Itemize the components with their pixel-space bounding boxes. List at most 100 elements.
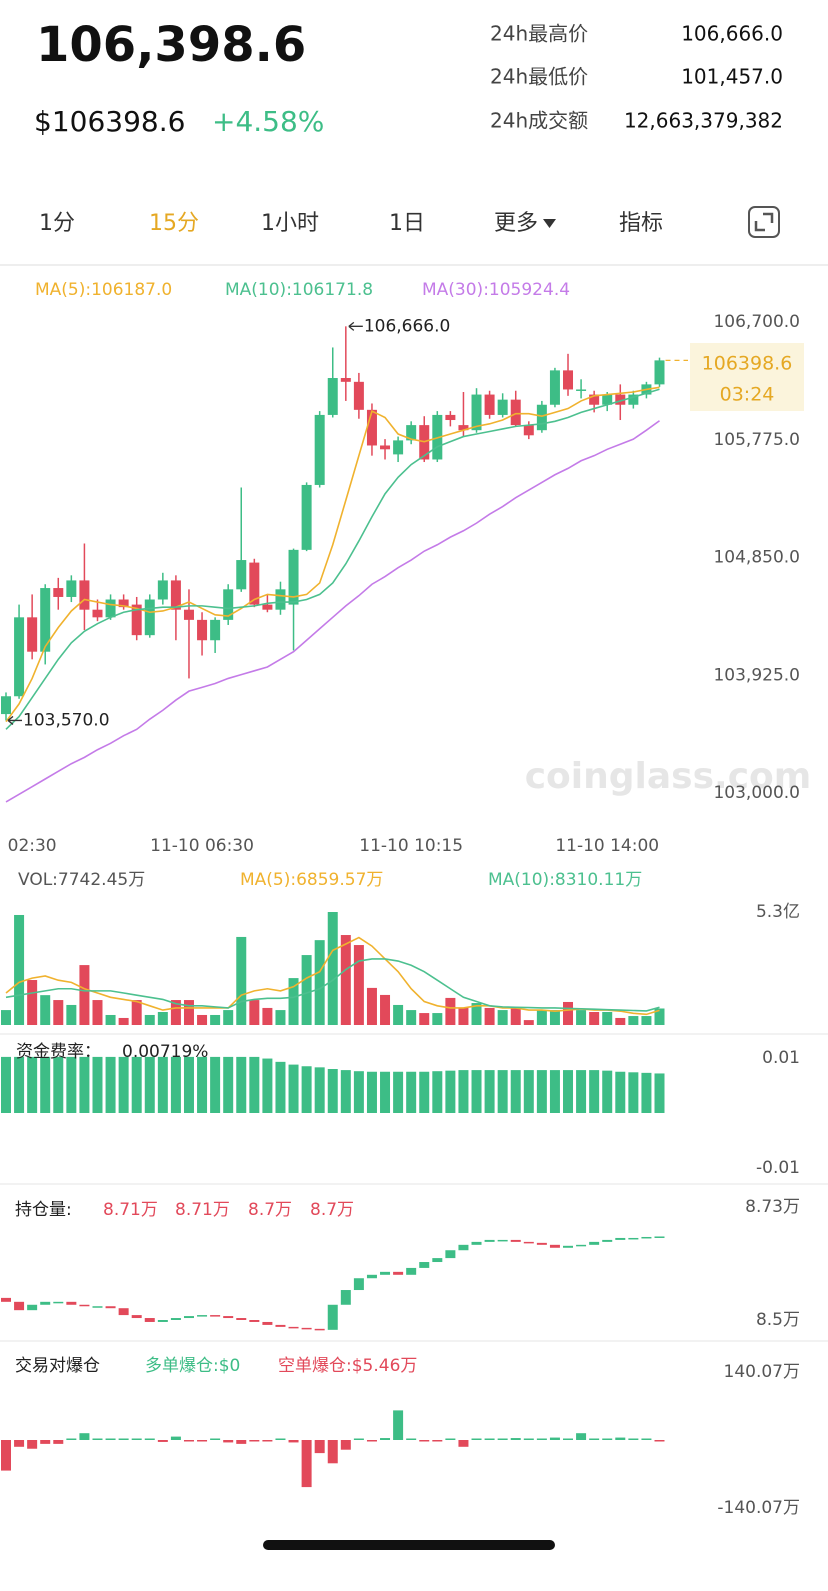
- bar: [615, 1017, 626, 1025]
- bar: [393, 1410, 404, 1440]
- bar: [157, 1056, 168, 1113]
- bar: [393, 1004, 404, 1025]
- candle-body: [523, 425, 534, 436]
- candle-body: [471, 1241, 482, 1245]
- bar: [380, 1071, 391, 1113]
- bar: [602, 1011, 613, 1025]
- bar: [576, 1433, 587, 1440]
- bar: [432, 1071, 443, 1113]
- expand-icon[interactable]: [748, 206, 780, 238]
- bar: [589, 1011, 600, 1025]
- candle-body: [393, 1271, 404, 1275]
- bar: [615, 1437, 626, 1440]
- bar: [576, 1070, 587, 1113]
- bar: [157, 1011, 168, 1025]
- candle-body: [406, 425, 417, 441]
- candle-body: [288, 1326, 299, 1329]
- bar: [197, 1056, 208, 1113]
- y-tick-label: -0.01: [756, 1158, 800, 1178]
- bar: [14, 1056, 25, 1113]
- bar: [144, 1438, 155, 1440]
- bar: [510, 1007, 521, 1025]
- bar: [563, 1438, 574, 1440]
- bar: [523, 1020, 534, 1025]
- bar: [536, 1010, 547, 1025]
- candle-body: [589, 394, 600, 405]
- bar: [471, 1438, 482, 1440]
- candle-body: [66, 1301, 77, 1305]
- bar: [523, 1438, 534, 1440]
- candle-body: [615, 1237, 626, 1240]
- bar: [419, 1440, 430, 1442]
- x-tick-label: 02:30: [8, 836, 57, 856]
- bar: [458, 1007, 469, 1025]
- bar: [27, 980, 38, 1025]
- candle-body: [53, 1301, 64, 1304]
- bar: [183, 1440, 194, 1442]
- candle-body: [131, 1315, 142, 1319]
- bar: [131, 1438, 142, 1440]
- candle-body: [262, 604, 273, 610]
- bar: [197, 1440, 208, 1442]
- dropdown-icon[interactable]: [543, 219, 556, 228]
- candle-body: [223, 1316, 234, 1319]
- expand-arrows: [754, 212, 774, 232]
- candle-body: [589, 1241, 600, 1245]
- last-price-box: [690, 343, 804, 411]
- home-indicator: [263, 1540, 555, 1550]
- tab[interactable]: 更多: [494, 211, 538, 236]
- candle-body: [288, 549, 299, 605]
- bar: [288, 1064, 299, 1113]
- bar: [340, 1070, 351, 1113]
- bar: [40, 1056, 51, 1113]
- bar: [654, 1073, 665, 1113]
- bar: [92, 1056, 103, 1113]
- panel-title: 资金费率：: [16, 1042, 101, 1062]
- bar: [197, 1014, 208, 1025]
- panel-title: VOL:7742.45万: [18, 870, 145, 890]
- tab[interactable]: 1日: [389, 211, 425, 236]
- tab[interactable]: 1小时: [261, 211, 319, 236]
- bar: [641, 1016, 652, 1025]
- ma-line: [5, 420, 660, 803]
- candle-body: [183, 609, 194, 620]
- bar: [510, 1070, 521, 1113]
- bar: [484, 1070, 495, 1113]
- bar: [549, 1437, 560, 1440]
- bar: [79, 1433, 90, 1440]
- candle-body: [157, 580, 168, 600]
- x-tick-label: 11-10 06:30: [150, 836, 254, 856]
- candle-body: [497, 1239, 508, 1242]
- bar: [589, 1070, 600, 1113]
- bar: [419, 1071, 430, 1113]
- bar: [314, 1067, 325, 1113]
- candle-body: [27, 617, 38, 652]
- candle-body: [576, 389, 587, 391]
- tab[interactable]: 15分: [149, 211, 199, 236]
- bar: [445, 997, 456, 1025]
- candle-body: [118, 1308, 129, 1316]
- readout: 8.71万: [103, 1200, 158, 1220]
- bar: [262, 1440, 273, 1442]
- bar: [118, 1056, 129, 1113]
- bar: [275, 1010, 286, 1025]
- bar: [223, 1056, 234, 1113]
- candle-body: [380, 445, 391, 450]
- bar: [497, 1438, 508, 1440]
- candle-body: [40, 1301, 51, 1305]
- bar: [576, 1010, 587, 1025]
- legend-label: MA(5):106187.0: [35, 280, 172, 300]
- bar: [53, 1056, 64, 1113]
- x-tick-label: 11-10 14:00: [555, 836, 659, 856]
- candle-body: [340, 1290, 351, 1305]
- bar: [1, 1010, 11, 1025]
- bar: [589, 1438, 600, 1440]
- bar: [380, 994, 391, 1025]
- bar: [536, 1438, 547, 1440]
- bar: [79, 1056, 90, 1113]
- annotation-arrow: [348, 321, 363, 331]
- tab[interactable]: 1分: [39, 211, 75, 236]
- tab[interactable]: 指标: [619, 211, 663, 236]
- bar: [40, 995, 51, 1025]
- ma-line: [5, 386, 660, 723]
